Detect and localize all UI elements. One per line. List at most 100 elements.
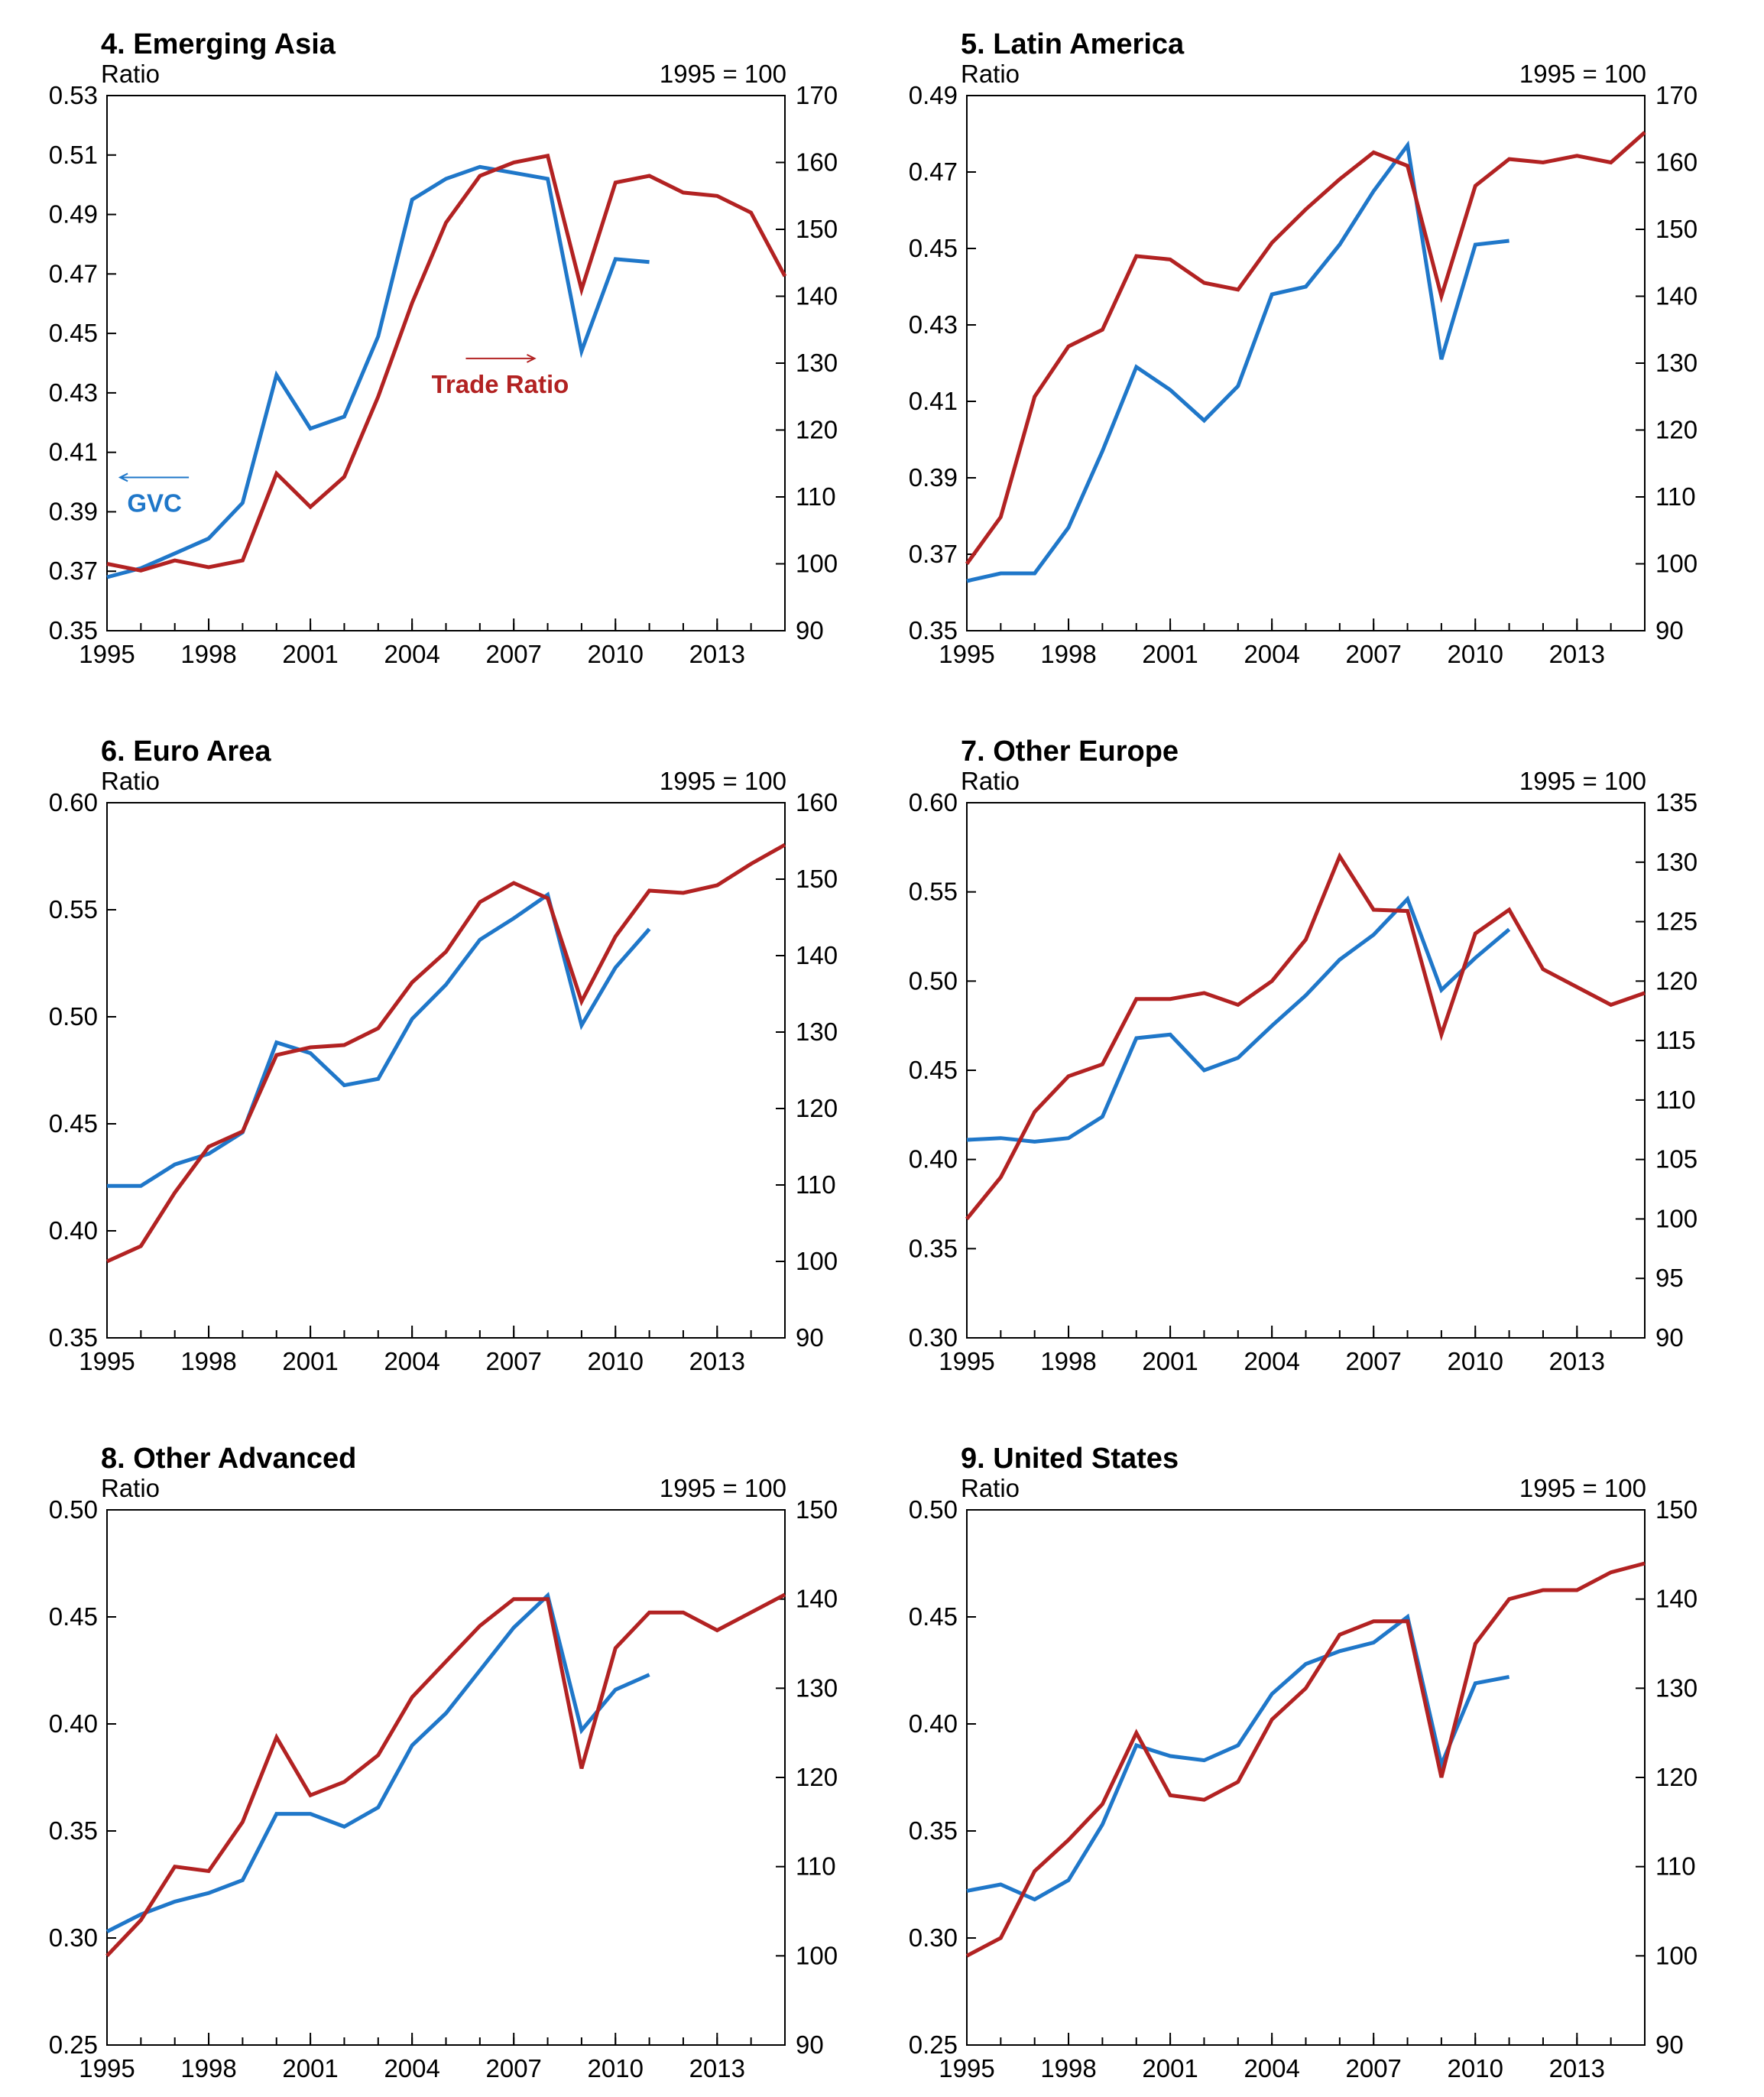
right-tick-label: 130 <box>1655 848 1698 876</box>
x-tick-label: 1995 <box>939 2054 994 2082</box>
left-tick-label: 0.35 <box>909 1816 958 1845</box>
x-tick-label: 2001 <box>282 640 338 668</box>
right-tick-label: 140 <box>1655 282 1698 310</box>
left-tick-label: 0.35 <box>909 1234 958 1262</box>
right-tick-label: 140 <box>796 1585 838 1613</box>
right-axis-unit: 1995 = 100 <box>1519 60 1646 88</box>
left-tick-label: 0.45 <box>49 1109 98 1138</box>
right-tick-label: 90 <box>1655 1323 1684 1352</box>
x-tick-label: 2013 <box>689 2054 745 2082</box>
left-tick-label: 0.30 <box>909 1323 958 1352</box>
x-tick-label: 2007 <box>1345 1347 1401 1375</box>
left-axis-unit: Ratio <box>961 60 1020 88</box>
right-tick-label: 160 <box>796 788 838 816</box>
left-tick-label: 0.55 <box>49 895 98 924</box>
left-tick-label: 0.45 <box>49 319 98 347</box>
left-tick-label: 0.47 <box>49 259 98 287</box>
left-tick-label: 0.35 <box>49 616 98 644</box>
right-tick-label: 115 <box>1655 1026 1696 1054</box>
x-tick-label: 1998 <box>1040 2054 1096 2082</box>
right-tick-label: 90 <box>1655 616 1684 644</box>
x-tick-label: 2001 <box>1142 1347 1198 1375</box>
chart-title: 6. Euro Area <box>101 735 271 768</box>
x-tick-label: 2004 <box>1244 640 1299 668</box>
chart-title: 4. Emerging Asia <box>101 28 336 60</box>
right-tick-label: 105 <box>1655 1145 1698 1173</box>
left-tick-label: 0.35 <box>49 1816 98 1845</box>
left-tick-label: 0.53 <box>49 81 98 109</box>
x-tick-label: 1995 <box>79 2054 135 2082</box>
x-tick-label: 2004 <box>384 640 439 668</box>
left-axis-unit: Ratio <box>101 1474 160 1502</box>
right-tick-label: 100 <box>1655 1941 1698 1969</box>
x-tick-label: 2001 <box>282 1347 338 1375</box>
left-tick-label: 0.45 <box>909 1602 958 1631</box>
x-tick-label: 2004 <box>384 2054 439 2082</box>
left-tick-label: 0.25 <box>49 2030 98 2059</box>
left-tick-label: 0.49 <box>49 200 98 229</box>
chart-title: 5. Latin America <box>961 28 1185 60</box>
plot-frame <box>106 802 786 1339</box>
right-tick-label: 90 <box>796 1323 824 1352</box>
left-tick-label: 0.47 <box>909 157 958 186</box>
x-tick-label: 2007 <box>485 1347 541 1375</box>
left-tick-label: 0.25 <box>909 2030 958 2059</box>
x-tick-label: 1995 <box>79 640 135 668</box>
left-tick-label: 0.45 <box>909 234 958 262</box>
right-tick-label: 100 <box>1655 550 1698 578</box>
left-tick-label: 0.50 <box>49 1495 98 1524</box>
right-tick-label: 150 <box>796 215 838 243</box>
right-axis-unit: 1995 = 100 <box>660 60 786 88</box>
left-tick-label: 0.40 <box>909 1709 958 1738</box>
left-tick-label: 0.49 <box>909 81 958 109</box>
x-tick-label: 1995 <box>939 640 994 668</box>
right-tick-label: 125 <box>1655 907 1698 936</box>
plot-frame <box>106 95 786 631</box>
gvc-series-line <box>105 1592 650 1933</box>
x-tick-label: 1998 <box>180 640 236 668</box>
gvc-series-line <box>106 164 650 579</box>
right-tick-label: 170 <box>1655 81 1698 109</box>
left-tick-label: 0.30 <box>909 1923 958 1952</box>
x-tick-label: 2007 <box>1345 640 1401 668</box>
x-tick-label: 2010 <box>1448 1347 1503 1375</box>
x-tick-label: 2001 <box>282 2054 338 2082</box>
gvc-series-line <box>107 891 651 1188</box>
left-axis-unit: Ratio <box>101 767 160 795</box>
left-arrow-head-icon <box>118 472 128 482</box>
right-tick-label: 120 <box>796 1763 838 1791</box>
left-tick-label: 0.43 <box>49 378 98 407</box>
left-tick-label: 0.60 <box>49 788 98 816</box>
left-tick-label: 0.39 <box>909 463 958 492</box>
right-tick-label: 120 <box>1655 1763 1698 1791</box>
right-tick-label: 140 <box>796 282 838 310</box>
left-tick-label: 0.35 <box>49 1323 98 1352</box>
right-tick-label: 130 <box>796 349 838 377</box>
x-tick-label: 1995 <box>79 1347 135 1375</box>
right-tick-label: 100 <box>1655 1204 1698 1232</box>
x-tick-label: 2001 <box>1142 640 1198 668</box>
left-tick-label: 0.40 <box>49 1709 98 1738</box>
right-tick-label: 90 <box>1655 2030 1684 2059</box>
left-tick-label: 0.41 <box>49 438 98 466</box>
x-tick-label: 1998 <box>1040 1347 1096 1375</box>
right-tick-label: 140 <box>796 941 838 969</box>
right-tick-label: 150 <box>1655 215 1698 243</box>
left-tick-label: 0.55 <box>909 878 958 906</box>
right-tick-label: 130 <box>796 1018 838 1046</box>
right-tick-label: 110 <box>1655 482 1696 511</box>
x-tick-label: 2010 <box>588 640 644 668</box>
x-tick-label: 2004 <box>384 1347 439 1375</box>
right-tick-label: 120 <box>796 1094 838 1122</box>
left-tick-label: 0.35 <box>909 616 958 644</box>
right-axis-unit: 1995 = 100 <box>660 1474 786 1502</box>
right-tick-label: 110 <box>796 482 836 511</box>
x-tick-label: 2013 <box>689 640 745 668</box>
series-annotation-label: Trade Ratio <box>432 370 569 398</box>
